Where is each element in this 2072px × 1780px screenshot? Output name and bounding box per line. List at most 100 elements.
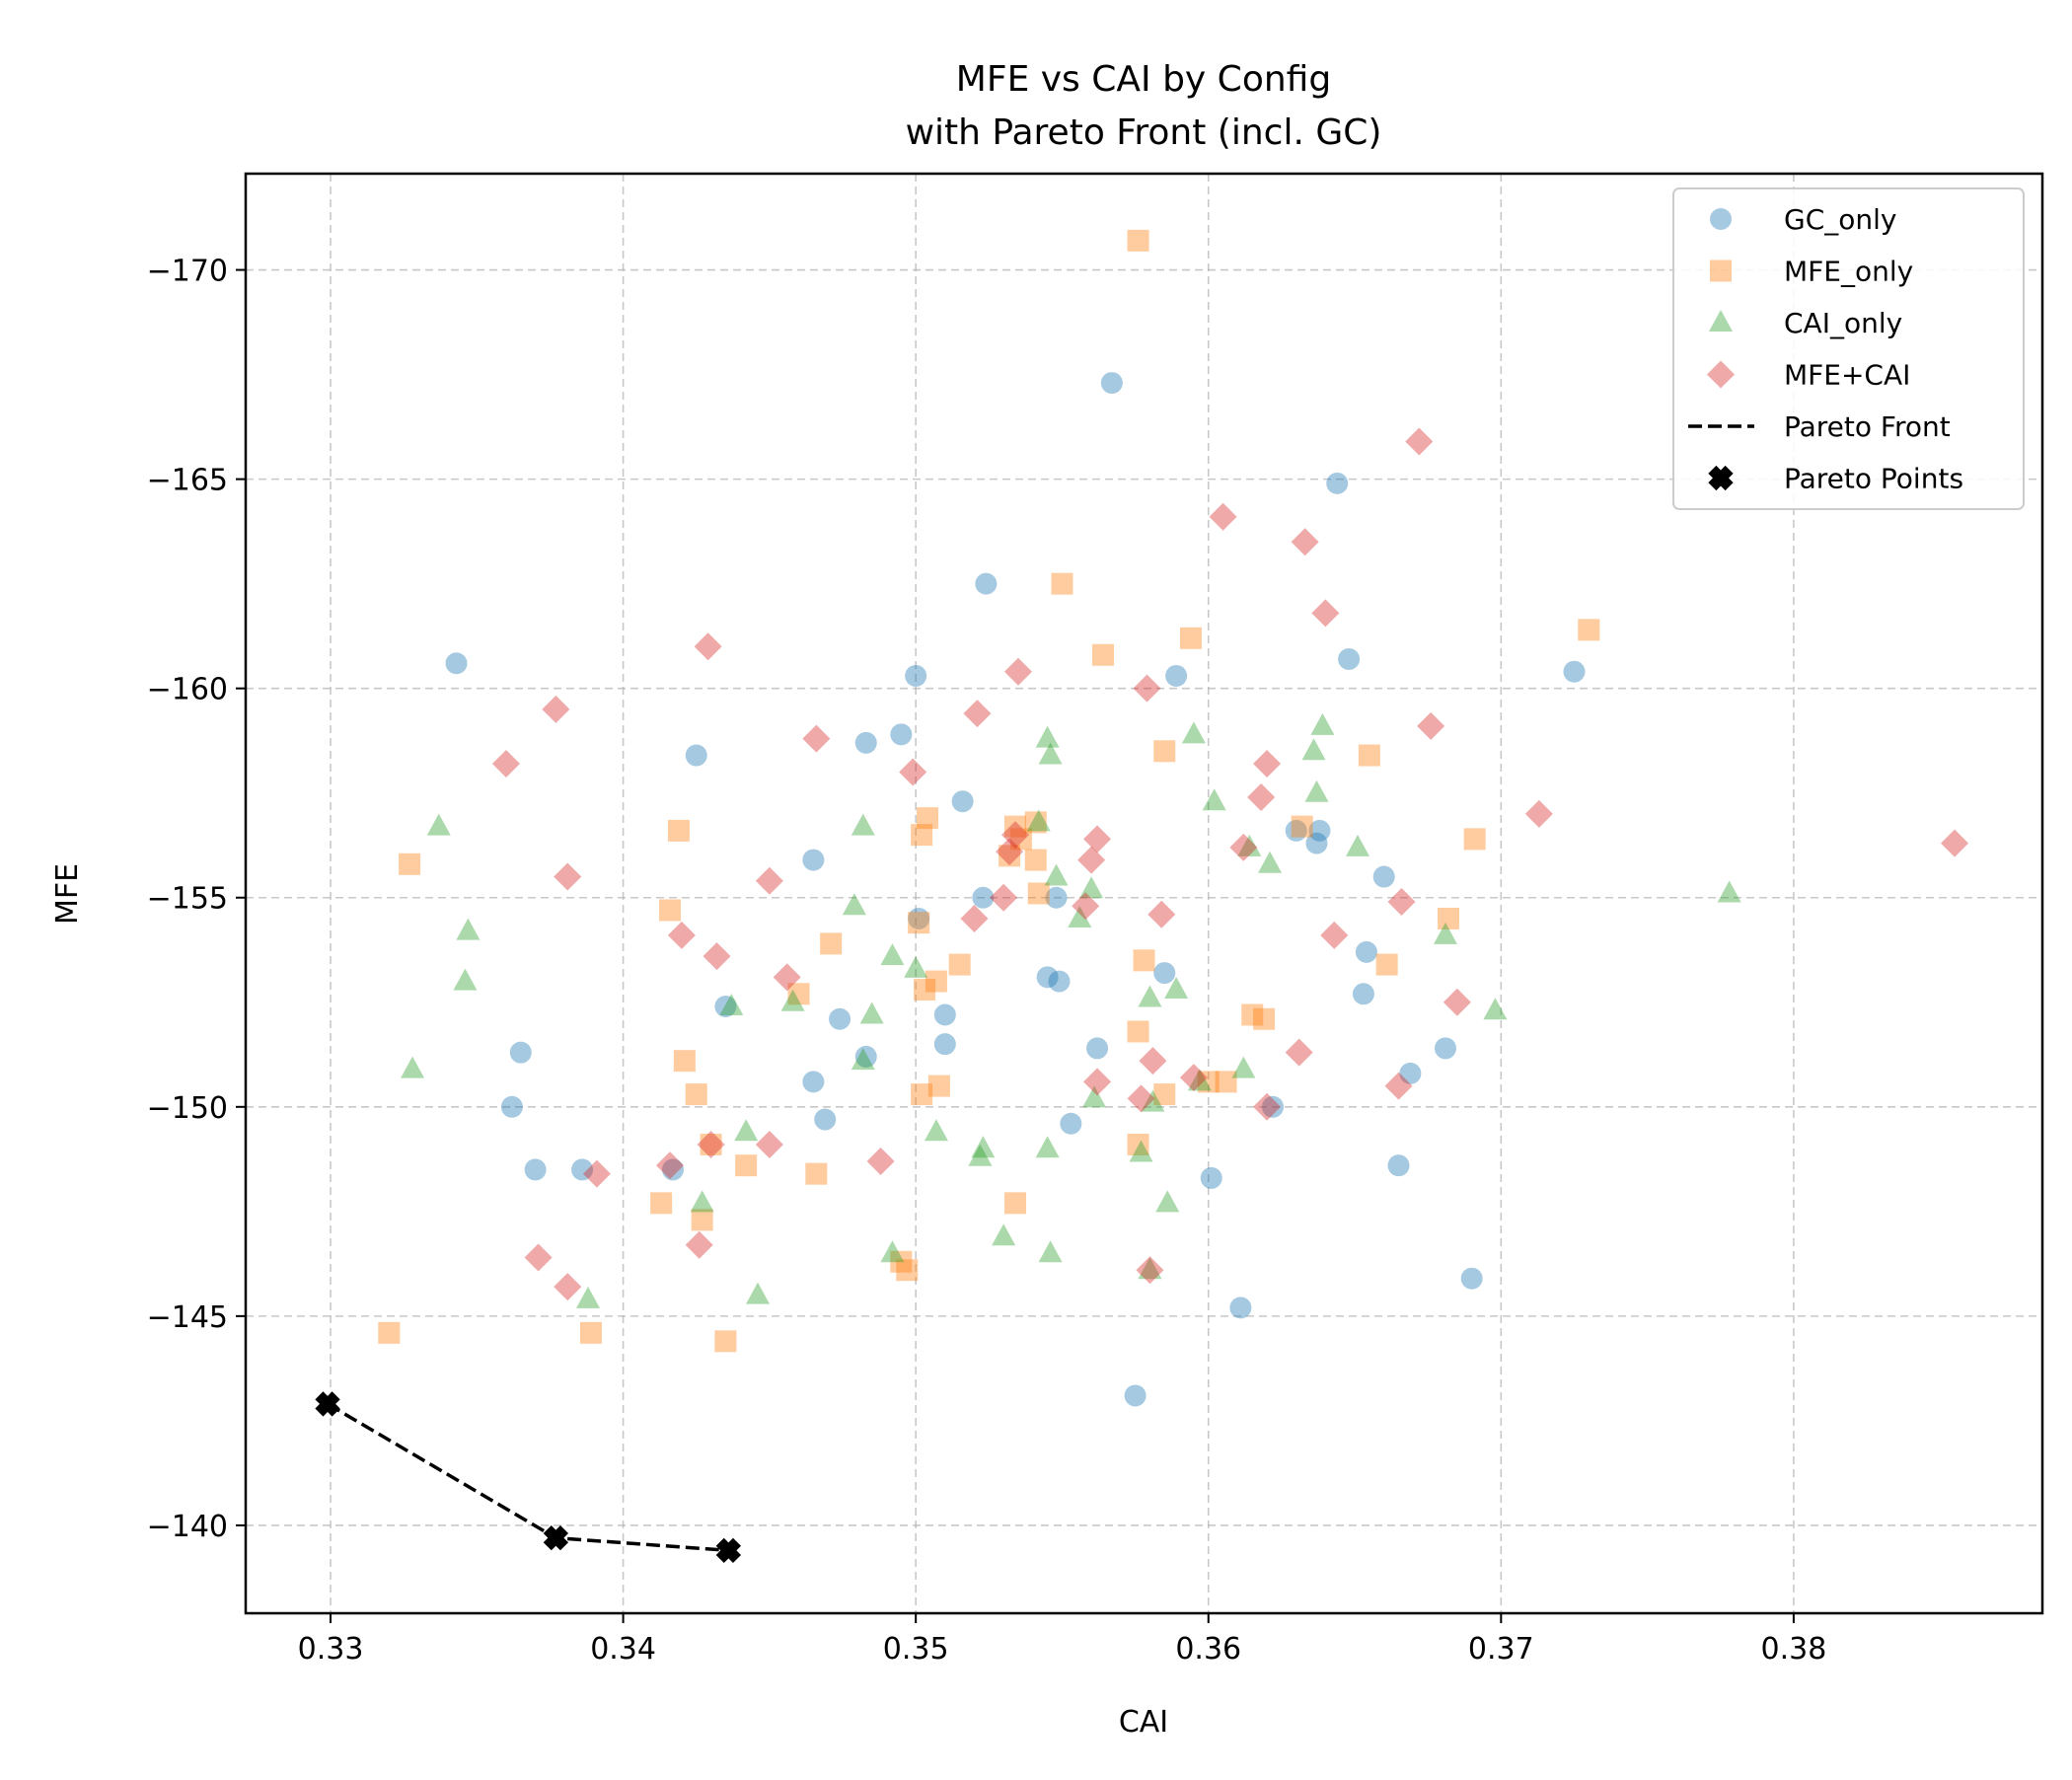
point-mfe-cai — [703, 942, 731, 971]
point-gc-only — [1308, 819, 1331, 842]
point-mfe-cai — [656, 1151, 685, 1180]
point-mfe-only — [735, 1154, 758, 1177]
y-tick-label: −140 — [147, 1510, 228, 1544]
point-cai-only — [1202, 788, 1226, 811]
point-mfe-only — [917, 807, 939, 830]
point-gc-only — [662, 1158, 685, 1181]
point-mfe-cai — [524, 1243, 553, 1272]
point-gc-only — [1285, 819, 1307, 842]
x-tick-label: 0.36 — [1175, 1632, 1241, 1667]
point-mfe-cai — [755, 866, 783, 895]
point-mfe-only — [896, 1259, 919, 1282]
legend: GC_only MFE_only CAI_only MFE+CAI Pareto Fro… — [1672, 187, 2025, 510]
point-mfe-cai — [1147, 900, 1176, 928]
point-mfe-cai — [1077, 846, 1106, 874]
point-cai-only — [904, 955, 928, 978]
point-mfe-cai — [1001, 821, 1030, 850]
point-cai-only — [1237, 834, 1262, 856]
x-tick-label: 0.37 — [1468, 1632, 1534, 1667]
point-gc-only — [975, 572, 998, 595]
point-cai-only — [1181, 721, 1206, 744]
point-mfe-cai — [960, 904, 989, 932]
point-mfe-cai — [1311, 599, 1340, 628]
point-cai-only — [1038, 1240, 1063, 1263]
point-mfe-cai — [1443, 988, 1471, 1016]
point-mfe-only — [787, 983, 810, 1005]
point-mfe-only — [399, 853, 421, 875]
point-mfe-cai — [1524, 799, 1553, 828]
point-gc-only — [854, 731, 877, 754]
legend-label-pareto-points: Pareto Points — [1784, 463, 1963, 495]
point-cai-only — [575, 1286, 600, 1308]
point-mfe-cai — [1127, 1084, 1155, 1113]
point-mfe-only — [1197, 1071, 1220, 1093]
point-gc-only — [1399, 1062, 1422, 1084]
pareto-point — [715, 1537, 742, 1564]
point-mfe-only — [1215, 1071, 1237, 1093]
point-gc-only — [524, 1158, 547, 1181]
point-cai-only — [426, 813, 451, 836]
point-gc-only — [1045, 886, 1068, 909]
point-mfe-cai — [1253, 1092, 1282, 1121]
point-gc-only — [714, 996, 737, 1018]
point-cai-only — [1310, 712, 1335, 735]
point-mfe-cai — [1136, 1256, 1164, 1285]
point-mfe-cai — [1247, 782, 1276, 811]
point-mfe-only — [659, 899, 682, 922]
x-tick-label: 0.35 — [883, 1632, 949, 1667]
point-cai-only — [1346, 834, 1370, 856]
point-gc-only — [1100, 372, 1123, 395]
point-mfe-only — [914, 979, 936, 1001]
point-gc-only — [802, 849, 825, 871]
point-gc-only — [814, 1108, 837, 1131]
point-cai-only — [971, 1136, 996, 1158]
point-cai-only — [1035, 1136, 1060, 1158]
point-gc-only — [1372, 865, 1395, 888]
point-mfe-only — [1091, 643, 1114, 666]
point-gc-only — [1060, 1112, 1082, 1135]
point-gc-only — [1165, 664, 1188, 687]
point-mfe-cai — [1083, 1068, 1112, 1096]
point-mfe-only — [1004, 815, 1027, 838]
y-tick-label: −160 — [147, 673, 228, 707]
point-gc-only — [1153, 962, 1176, 985]
point-cai-only — [1026, 809, 1051, 832]
pareto-point — [543, 1525, 569, 1551]
point-mfe-cai — [1320, 921, 1349, 949]
point-mfe-only — [1127, 229, 1149, 252]
point-cai-only — [1258, 851, 1283, 873]
point-mfe-only — [1241, 1003, 1264, 1026]
point-mfe-cai — [866, 1147, 895, 1175]
y-axis: −170 −165 −160 −155 −150 −145 −140 — [147, 255, 246, 1544]
plot-frame — [244, 172, 2044, 1615]
chart-title-line-1: MFE vs CAI by Config — [956, 59, 1331, 100]
point-mfe-only — [1004, 1192, 1027, 1215]
point-cai-only — [859, 1001, 884, 1024]
point-mfe-only — [1127, 1133, 1149, 1155]
point-cai-only — [992, 1224, 1016, 1246]
point-mfe-only — [911, 1083, 933, 1106]
point-gc-only — [1200, 1166, 1222, 1189]
point-mfe-cai — [996, 838, 1024, 866]
point-gc-only — [1338, 647, 1361, 670]
legend-swatch-cai-only — [1709, 310, 1733, 332]
point-mfe-cai — [1083, 825, 1112, 853]
point-mfe-cai — [1384, 1072, 1413, 1100]
point-mfe-only — [1375, 953, 1398, 976]
point-gc-only — [571, 1158, 594, 1181]
point-gc-only — [1086, 1037, 1109, 1060]
point-mfe-cai — [554, 862, 582, 891]
point-mfe-only — [1024, 811, 1047, 834]
point-gc-only — [1048, 970, 1071, 993]
pareto-point — [315, 1391, 340, 1417]
point-mfe-cai — [1003, 657, 1032, 686]
x-axis: 0.33 0.34 0.35 0.36 0.37 0.38 — [298, 1613, 1827, 1667]
point-gc-only — [1305, 832, 1328, 854]
x-tick-label: 0.38 — [1761, 1632, 1827, 1667]
point-gc-only — [1352, 983, 1374, 1005]
point-mfe-cai — [694, 632, 722, 661]
point-mfe-cai — [755, 1130, 783, 1158]
point-gc-only — [1387, 1154, 1410, 1177]
point-gc-only — [905, 664, 927, 687]
